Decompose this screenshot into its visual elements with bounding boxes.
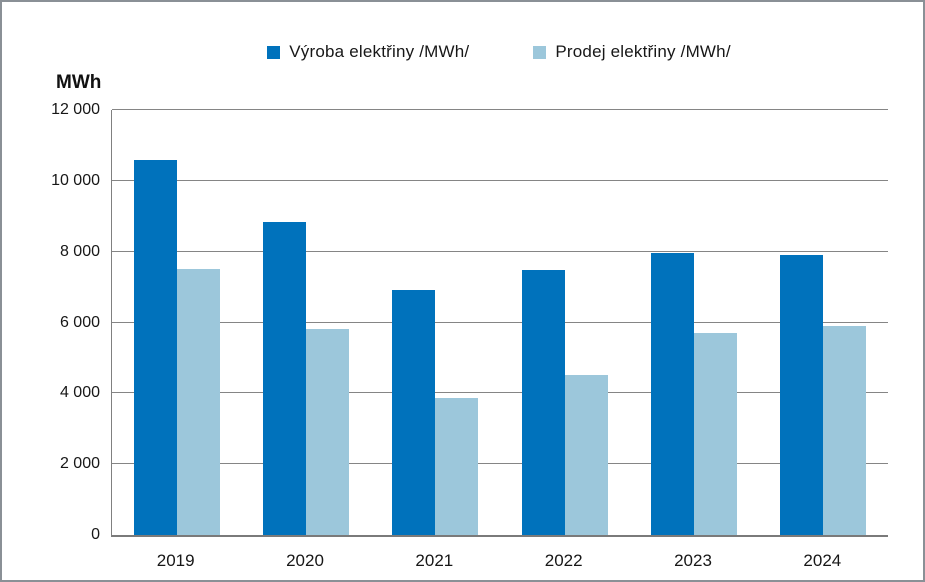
x-tick-label-2020: 2020 bbox=[286, 551, 324, 570]
bar-prodej-2020 bbox=[306, 328, 349, 535]
x-tick-label-2024: 2024 bbox=[803, 551, 842, 570]
y-tick-label-6000: 6 000 bbox=[59, 313, 100, 331]
bar-prodej-2022 bbox=[564, 375, 608, 535]
gridline-2000 bbox=[112, 463, 888, 465]
gridline-12000 bbox=[112, 109, 888, 110]
x-tick-label-2023: 2023 bbox=[674, 551, 712, 570]
bar-prodej-2019 bbox=[176, 268, 220, 535]
gridline-10000 bbox=[112, 179, 888, 181]
y-tick-label-0: 0 bbox=[91, 526, 100, 543]
legend-label-vyroba: Výroba elektřiny /MWh/ bbox=[289, 42, 470, 61]
bar-vyroba-2023 bbox=[651, 253, 694, 535]
y-tick-label-10000: 10 000 bbox=[51, 171, 100, 189]
bar-vyroba-2019 bbox=[133, 159, 177, 535]
legend-item-prodej: Prodej elektřiny /MWh/ bbox=[533, 42, 731, 62]
bar-vyroba-2022 bbox=[521, 270, 565, 535]
x-tick-label-2021: 2021 bbox=[415, 551, 454, 570]
y-axis-unit-label: MWh bbox=[56, 72, 102, 93]
gridline-8000 bbox=[112, 250, 888, 252]
legend-swatch-prodej-icon bbox=[533, 45, 547, 59]
legend-swatch-vyroba-icon bbox=[267, 45, 281, 59]
bar-prodej-2023 bbox=[694, 333, 737, 535]
legend-label-prodej: Prodej elektřiny /MWh/ bbox=[555, 42, 731, 61]
y-tick-label-12000: 12 000 bbox=[51, 101, 100, 118]
y-tick-label-2000: 2 000 bbox=[59, 455, 100, 473]
x-tick-label-2019: 2019 bbox=[156, 551, 195, 570]
chart-legend: Výroba elektřiny /MWh/Prodej elektřiny /… bbox=[111, 42, 887, 62]
gridline-6000 bbox=[112, 321, 888, 323]
bar-vyroba-2024 bbox=[780, 255, 824, 535]
legend-item-vyroba: Výroba elektřiny /MWh/ bbox=[267, 42, 469, 62]
bar-prodej-2021 bbox=[435, 397, 479, 535]
bar-vyroba-2021 bbox=[392, 289, 436, 535]
y-tick-label-4000: 4 000 bbox=[59, 384, 100, 402]
x-tick-label-2022: 2022 bbox=[544, 551, 583, 570]
gridline-4000 bbox=[112, 392, 888, 394]
plot-area bbox=[111, 109, 888, 537]
y-tick-label-8000: 8 000 bbox=[59, 242, 100, 260]
bar-vyroba-2020 bbox=[263, 221, 306, 535]
bar-prodej-2024 bbox=[823, 326, 867, 535]
